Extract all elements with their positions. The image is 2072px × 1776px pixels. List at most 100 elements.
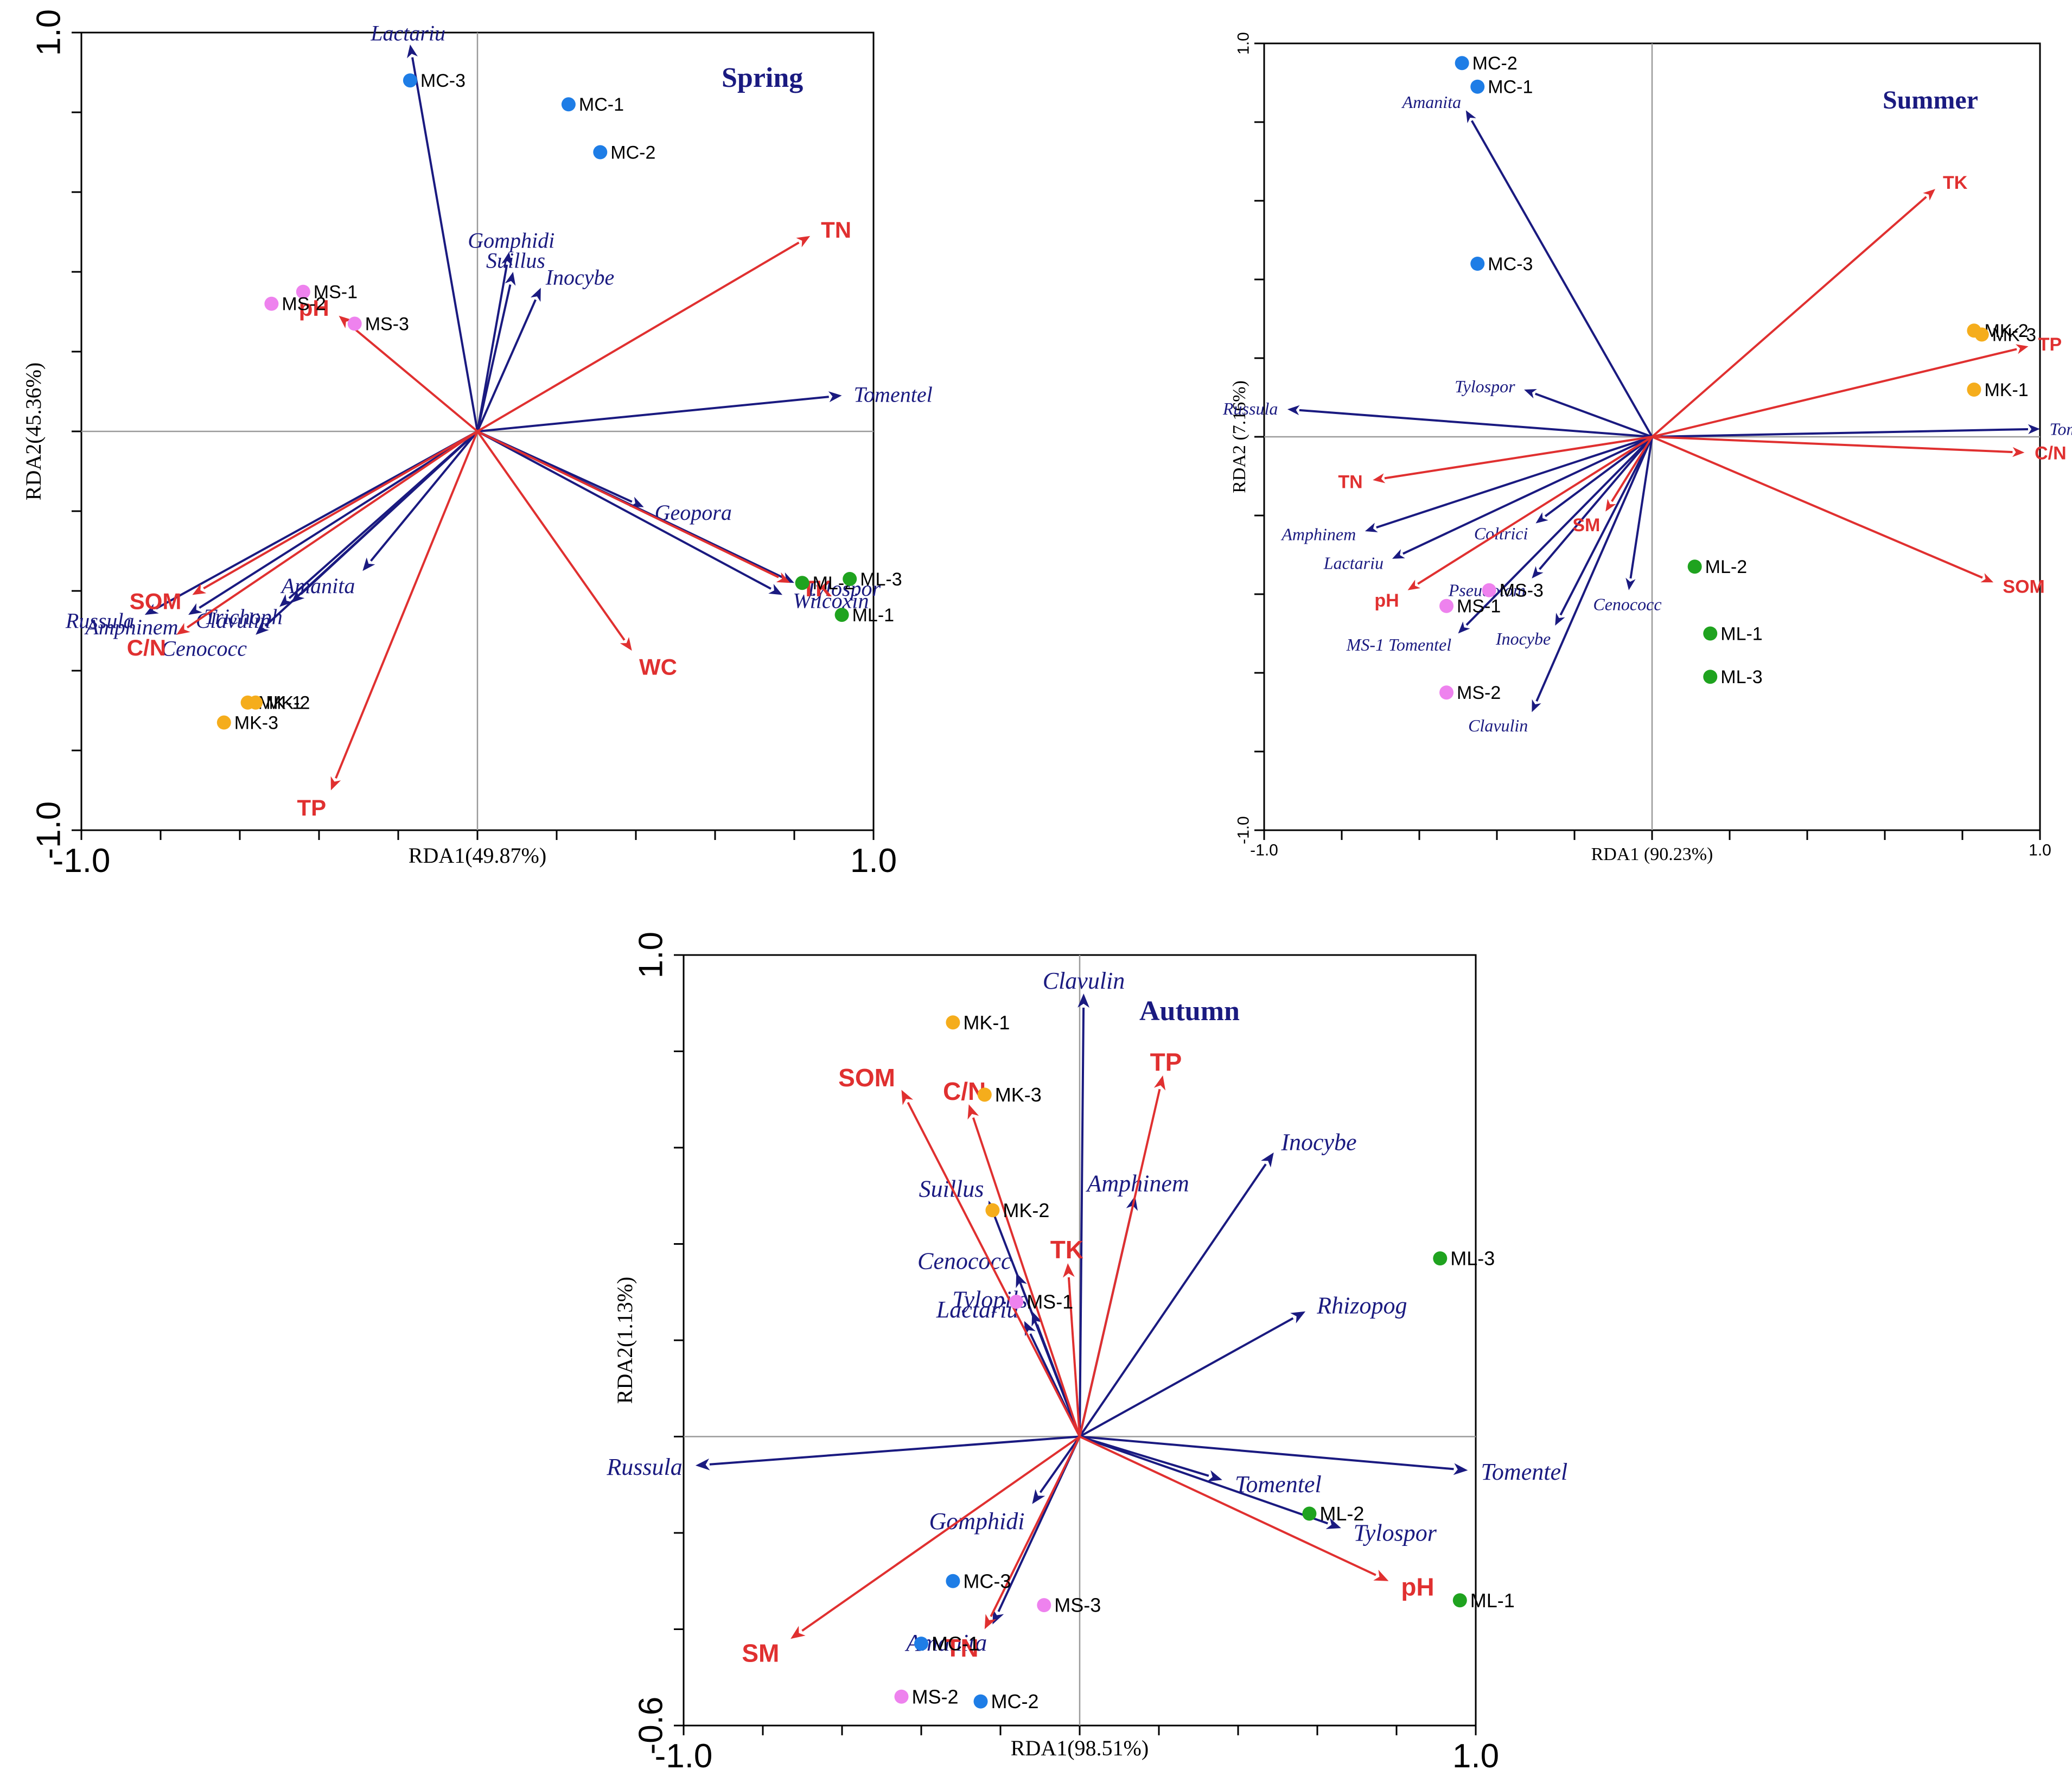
- species-label-cenococc: Cenococc: [917, 1248, 1012, 1275]
- species-arrow-tomentel-head: [828, 391, 842, 403]
- site-point-ms-1: [1439, 599, 1454, 613]
- x-axis-title: RDA1(98.51%): [1011, 1736, 1149, 1760]
- species-arrow-inocybe-head: [1261, 1152, 1274, 1168]
- species-arrow-suillus-shaft: [476, 284, 512, 432]
- site-label-mk-3: MK-3: [234, 712, 278, 733]
- species-arrow-geopora-head: [629, 496, 644, 507]
- species-arrow-amphinem-shaft: [199, 430, 479, 609]
- env-arrow-som-head: [192, 583, 207, 595]
- x-tick-label-max: 1.0: [850, 842, 897, 880]
- env-arrow-tn-head: [1373, 473, 1386, 483]
- site-point-mc-2: [1455, 56, 1469, 71]
- y-tick-label-max: 1.0: [632, 932, 670, 978]
- species-arrow-amphinem: [1365, 436, 1653, 532]
- y-tick-label-min: -1.0: [1235, 816, 1253, 844]
- species-arrow-inocybe-head: [1555, 613, 1565, 626]
- rda-chart-spring: -1.0 1.0 -1.0 1.0 RDA1(49.87%) RDA2(45.36%) Sp…: [21, 9, 933, 880]
- species-arrow-tomentel: [1079, 1435, 1468, 1475]
- env-arrow-tn-shaft: [476, 241, 800, 432]
- env-arrow-sm: [1605, 436, 1653, 512]
- env-arrow-tn: [984, 1436, 1081, 1629]
- site-label-mc-2: MC-2: [610, 142, 655, 163]
- x-tick-label-max: 1.0: [1452, 1737, 1499, 1775]
- site-label-ms-2: MS-2: [1457, 683, 1501, 703]
- species-arrow-inocybe-shaft: [1559, 436, 1653, 616]
- site-label-mk-1: MK-1: [963, 1011, 1010, 1034]
- site-label-ms-1: MS-1: [1457, 596, 1501, 617]
- species-arrow-ms-1-tomentel: [1458, 436, 1653, 634]
- species-arrow-tomentel-shaft: [1079, 1435, 1454, 1471]
- env-arrow-sm-shaft: [801, 1435, 1081, 1632]
- env-arrow-sm: [790, 1435, 1081, 1639]
- site-point-mc-1: [914, 1637, 928, 1651]
- env-label-ph: pH: [299, 295, 329, 321]
- site-label-mk-2: MK-2: [1003, 1199, 1049, 1221]
- species-arrow-clavulin-shaft: [1535, 436, 1653, 702]
- env-arrow-tk-shaft: [477, 430, 779, 578]
- species-label-tomentel: Tomentel: [1481, 1459, 1568, 1485]
- env-label-c-n: C/N: [127, 635, 166, 660]
- species-arrow-inocybe-head: [530, 288, 541, 302]
- env-label-som: SOM: [2003, 576, 2044, 597]
- site-label-mc-3: MC-3: [963, 1570, 1011, 1592]
- env-arrow-ph-shaft: [1079, 1435, 1376, 1576]
- species-label-amphinem: Amphinem: [84, 615, 178, 639]
- y-axis-title: RDA2(1.13%): [613, 1277, 637, 1404]
- env-arrow-c-n-shaft: [972, 1117, 1081, 1437]
- site-point-mc-1: [1470, 79, 1485, 94]
- species-arrow-suillus: [476, 272, 516, 432]
- species-arrow-pseudotom-head: [1532, 566, 1544, 578]
- species-arrow-amanita: [1465, 110, 1653, 437]
- env-arrow-ph: [1079, 1435, 1389, 1581]
- species-arrow-tylospor-head: [1524, 389, 1537, 399]
- species-label-tomentel: Tomentel: [853, 383, 932, 407]
- env-arrow-tp-shaft: [1079, 1088, 1161, 1437]
- site-point-ml-2: [795, 576, 809, 590]
- env-arrow-som-shaft: [907, 1102, 1081, 1437]
- season-title: Autumn: [1139, 996, 1240, 1027]
- site-label-ms-2: MS-2: [282, 294, 326, 315]
- site-label-mc-1: MC-1: [579, 94, 624, 115]
- x-axis-title: RDA1 (90.23%): [1591, 844, 1713, 864]
- species-arrow-cenococc-head: [256, 622, 269, 635]
- env-arrow-ph-shaft: [1417, 436, 1653, 585]
- species-label-suillus: Suillus: [486, 249, 545, 273]
- species-arrow-cenococc-shaft: [1629, 436, 1653, 579]
- env-arrow-tk-head: [1062, 1263, 1075, 1278]
- env-arrow-ph-head: [339, 315, 353, 328]
- species-arrow-wilcoxin-head: [768, 584, 783, 595]
- site-label-ml-3: ML-3: [860, 569, 902, 590]
- env-arrow-c-n-shaft: [1652, 436, 2013, 454]
- y-axis-title: RDA2(45.36%): [21, 362, 46, 500]
- species-arrow-amanita-head: [992, 1609, 1004, 1625]
- site-label-mc-3: MC-3: [420, 71, 466, 91]
- env-arrow-tp-head: [1153, 1075, 1166, 1091]
- env-label-tk: TK: [1943, 173, 1968, 193]
- env-arrow-som-head: [1980, 573, 1994, 583]
- species-arrow-amphinem-shaft: [1376, 436, 1653, 529]
- site-label-ml-2: ML-2: [1319, 1503, 1364, 1525]
- species-arrow-ms-1-tomentel-shaft: [1465, 436, 1653, 626]
- species-arrow-coltrici-head: [1535, 512, 1548, 524]
- species-arrow-wilcoxin: [477, 430, 783, 595]
- species-arrow-ms-1-tomentel-head: [1458, 621, 1470, 634]
- site-point-ml-3: [843, 571, 857, 586]
- species-label-wilcoxin: Wilcoxin: [793, 589, 869, 613]
- species-arrow-russula-head: [144, 603, 159, 615]
- species-arrow-amphinem-head: [1365, 523, 1378, 532]
- site-label-ml-3: ML-3: [1450, 1247, 1495, 1270]
- species-label-inocybe: Inocybe: [1280, 1129, 1356, 1155]
- species-arrow-lactariu-head: [407, 44, 418, 59]
- site-label-ms-2: MS-2: [912, 1685, 959, 1708]
- species-label-tylospor: Tylospor: [1455, 377, 1515, 396]
- species-arrow-rhizopog-shaft: [1079, 1317, 1294, 1438]
- species-arrow-tomentel-head: [1207, 1470, 1222, 1482]
- species-arrow-clavulin: [279, 430, 479, 607]
- species-arrow-tomentel-head: [2028, 424, 2040, 435]
- species-label-amanita: Amanita: [1401, 92, 1461, 112]
- x-tick-label-min: -1.0: [655, 1737, 713, 1775]
- species-arrow-lactariu-head: [1392, 549, 1405, 559]
- env-arrow-c-n-head: [2012, 447, 2025, 457]
- y-tick-label-max: 1.0: [1235, 32, 1253, 55]
- env-arrow-c-n: [967, 1104, 1081, 1437]
